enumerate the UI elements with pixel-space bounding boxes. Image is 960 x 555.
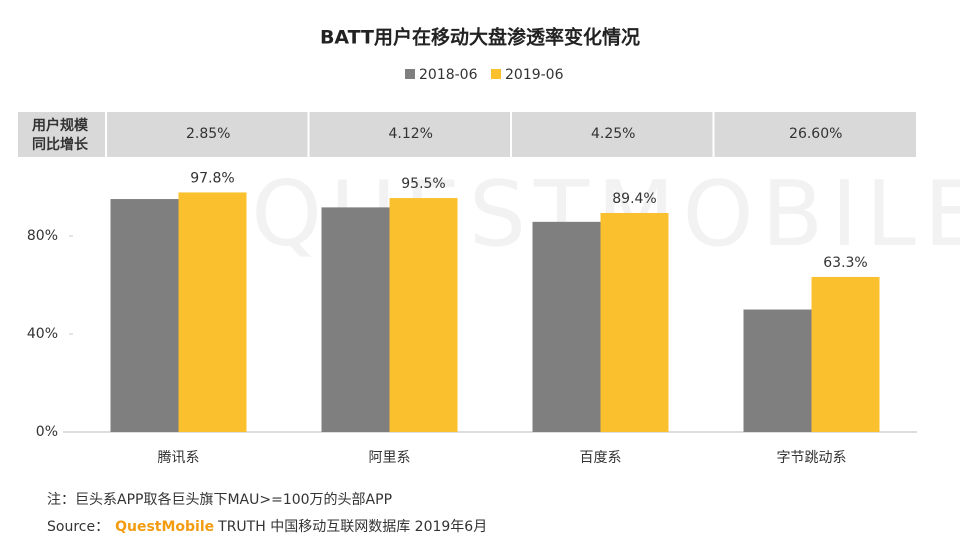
legend-swatch [405, 69, 415, 79]
y-tick-label: 0% [36, 424, 58, 440]
growth-cell-divider [105, 112, 107, 157]
x-tick-label: 字节跳动系 [777, 450, 847, 466]
bar [389, 198, 458, 432]
data-label: 97.8% [190, 170, 234, 186]
growth-row-label: 用户规模 [32, 117, 89, 134]
data-label: 95.5% [401, 176, 445, 192]
growth-cell: 2.85% [186, 126, 230, 142]
bar [600, 213, 669, 432]
source-brand: QuestMobile [115, 519, 214, 535]
bar [110, 199, 179, 432]
bar [811, 276, 880, 432]
source-prefix: Source： [47, 519, 109, 535]
growth-row-bg [18, 112, 916, 157]
chart-title: BATT用户在移动大盘渗透率变化情况 [320, 26, 640, 49]
y-tick-label: 40% [27, 326, 58, 342]
legend-label: 2018-06 [419, 67, 478, 83]
bar [532, 221, 601, 432]
growth-cell: 4.12% [389, 126, 433, 142]
source-rest: TRUTH 中国移动互联网数据库 2019年6月 [217, 519, 487, 535]
x-tick-label: 阿里系 [369, 450, 411, 466]
note: 注：巨头系APP取各巨头旗下MAU>=100万的头部APP [47, 492, 392, 508]
growth-cell-divider [307, 112, 310, 157]
legend-label: 2019-06 [505, 67, 564, 83]
data-label: 89.4% [612, 191, 656, 207]
legend-swatch [491, 69, 501, 79]
bar [321, 207, 390, 432]
x-tick-label: 百度系 [580, 450, 622, 466]
growth-cell-divider [712, 112, 715, 157]
data-label: 63.3% [823, 255, 867, 271]
growth-row-label: 同比增长 [32, 136, 89, 153]
source: Source： QuestMobile TRUTH 中国移动互联网数据库 2019年… [47, 519, 487, 535]
bar [178, 192, 247, 432]
growth-cell: 4.25% [591, 126, 635, 142]
growth-cell: 26.60% [789, 126, 842, 142]
bar [743, 309, 812, 432]
growth-cell-divider [510, 112, 512, 157]
x-tick-label: 腾讯系 [158, 449, 200, 466]
y-tick-label: 80% [27, 228, 58, 244]
